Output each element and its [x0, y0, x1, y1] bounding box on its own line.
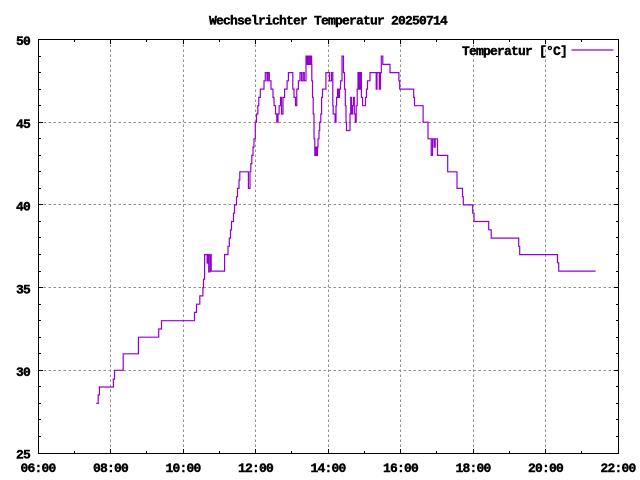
svg-text:08:00: 08:00	[93, 461, 129, 476]
svg-text:10:00: 10:00	[165, 461, 201, 476]
svg-text:14:00: 14:00	[310, 461, 346, 476]
svg-text:30: 30	[16, 365, 31, 380]
svg-text:22:00: 22:00	[600, 461, 636, 476]
svg-text:12:00: 12:00	[238, 461, 274, 476]
svg-text:25: 25	[16, 448, 31, 463]
svg-text:16:00: 16:00	[383, 461, 419, 476]
svg-text:45: 45	[16, 117, 31, 132]
svg-text:50: 50	[16, 34, 31, 49]
svg-text:Temperatur [°C]: Temperatur [°C]	[462, 44, 567, 59]
svg-text:18:00: 18:00	[455, 461, 491, 476]
svg-text:20:00: 20:00	[528, 461, 564, 476]
svg-text:06:00: 06:00	[20, 461, 56, 476]
svg-text:35: 35	[16, 282, 31, 297]
svg-text:40: 40	[16, 200, 31, 215]
svg-text:Wechselrichter Temperatur 2025: Wechselrichter Temperatur 20250714	[209, 14, 448, 29]
